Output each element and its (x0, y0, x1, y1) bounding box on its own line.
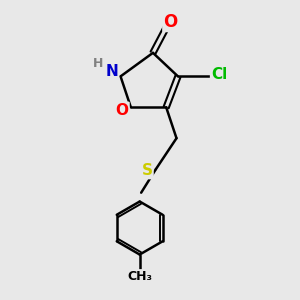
Text: CH₃: CH₃ (127, 270, 152, 283)
Text: Cl: Cl (211, 68, 227, 82)
Text: S: S (142, 163, 153, 178)
Text: O: O (164, 13, 178, 31)
Text: O: O (116, 103, 128, 118)
Text: H: H (93, 57, 104, 70)
Text: N: N (105, 64, 118, 80)
